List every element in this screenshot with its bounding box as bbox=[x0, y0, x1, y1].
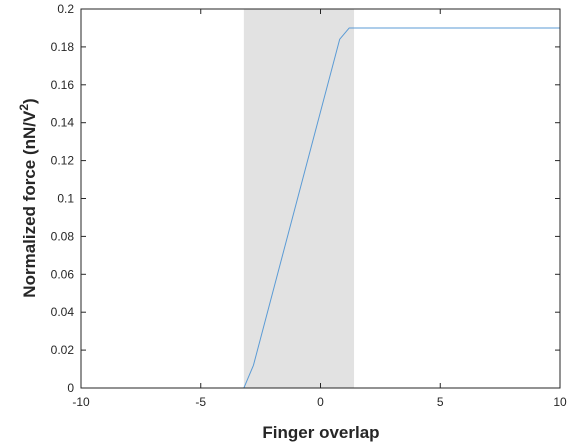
y-tick-label-9: 0.18 bbox=[51, 40, 75, 54]
x-tick-label-4: 10 bbox=[553, 395, 567, 409]
x-tick-label-0: -10 bbox=[72, 395, 90, 409]
y-axis-title-suffix: ) bbox=[20, 98, 39, 104]
y-tick-label-5: 0.1 bbox=[57, 192, 74, 206]
tick-label-layer: -10 -5 0 5 10 0 0.02 0.04 0.06 0.08 0.1 0.12 0.14 0.1… bbox=[51, 2, 567, 409]
x-axis-title: Finger overlap bbox=[262, 423, 379, 442]
y-tick-label-2: 0.04 bbox=[51, 305, 75, 319]
y-tick-label-7: 0.14 bbox=[51, 116, 75, 130]
shade-layer bbox=[243, 9, 355, 388]
ticks-layer bbox=[80, 8, 561, 389]
y-tick-label-1: 0.02 bbox=[51, 343, 75, 357]
y-tick-label-6: 0.12 bbox=[51, 154, 75, 168]
shaded-region bbox=[243, 9, 355, 388]
y-tick-label-10: 0.2 bbox=[57, 2, 74, 16]
y-tick-label-0: 0 bbox=[67, 381, 74, 395]
x-tick-label-1: -5 bbox=[195, 395, 206, 409]
y-axis-title: Normalized force (nN/V2) bbox=[17, 98, 39, 297]
y-tick-label-4: 0.08 bbox=[51, 229, 75, 243]
y-axis-title-main: Normalized force (nN/V bbox=[20, 110, 39, 298]
y-tick-label-8: 0.16 bbox=[51, 78, 75, 92]
x-tick-label-3: 5 bbox=[437, 395, 444, 409]
y-tick-label-3: 0.06 bbox=[51, 267, 75, 281]
y-axis-title-superscript: 2 bbox=[17, 104, 31, 111]
x-tick-label-2: 0 bbox=[317, 395, 324, 409]
